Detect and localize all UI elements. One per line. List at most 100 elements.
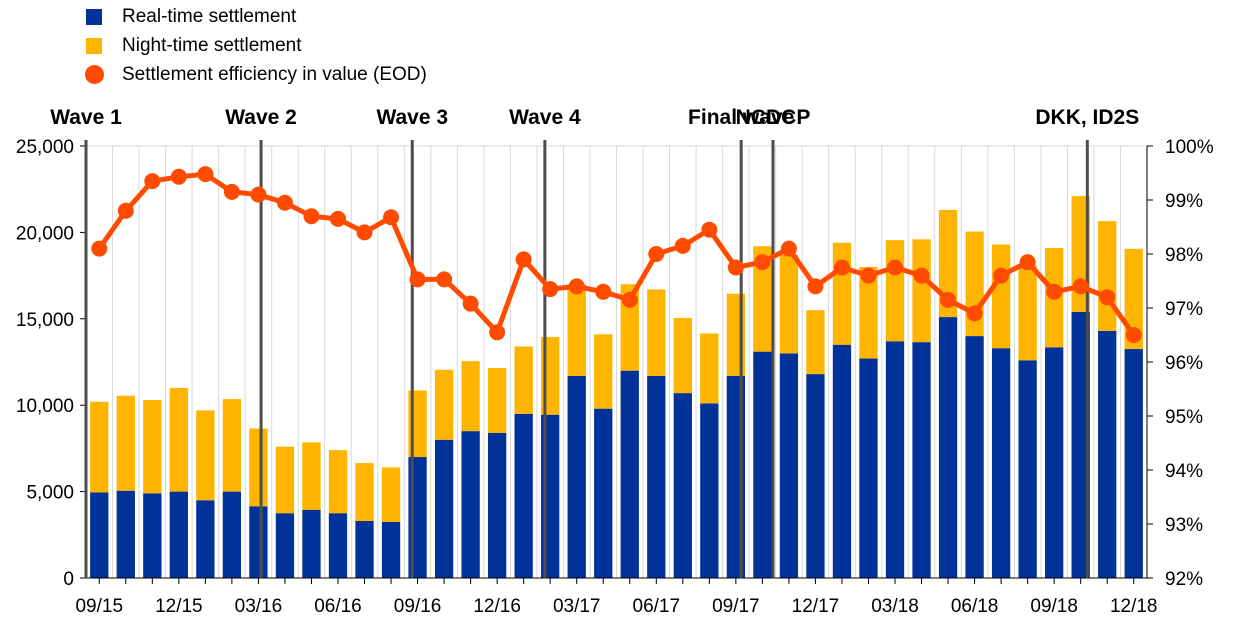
efficiency-point bbox=[1072, 278, 1089, 295]
bar-night-time bbox=[806, 310, 825, 375]
bar-real-time bbox=[328, 513, 348, 578]
event-label: Wave 2 bbox=[225, 106, 297, 129]
bar-real-time bbox=[381, 521, 401, 578]
efficiency-point bbox=[542, 281, 559, 298]
bar-real-time bbox=[567, 375, 586, 578]
bar-real-time bbox=[514, 413, 533, 578]
efficiency-point bbox=[966, 305, 983, 322]
efficiency-point bbox=[940, 291, 957, 308]
efficiency-point bbox=[223, 183, 240, 200]
bar-night-time bbox=[143, 400, 162, 494]
bar-real-time bbox=[1045, 347, 1064, 578]
x-tick-label: 12/15 bbox=[155, 596, 203, 617]
bar-real-time bbox=[487, 432, 507, 578]
efficiency-point bbox=[1099, 289, 1116, 306]
y-right-tick-label: 100% bbox=[1165, 137, 1214, 158]
y-right-tick-label: 96% bbox=[1165, 353, 1203, 374]
bar-night-time bbox=[1098, 221, 1117, 331]
y-right-tick-label: 95% bbox=[1165, 407, 1203, 428]
bar-real-time bbox=[673, 393, 692, 578]
y-left-tick-label: 15,000 bbox=[16, 310, 74, 331]
bar-night-time bbox=[779, 254, 799, 354]
bar-night-time bbox=[832, 242, 852, 345]
bar-night-time bbox=[355, 463, 374, 521]
y-right-tick-label: 93% bbox=[1165, 515, 1203, 536]
bar-night-time bbox=[991, 244, 1011, 349]
efficiency-point bbox=[1125, 327, 1142, 343]
bar-night-time bbox=[938, 209, 958, 318]
bar-real-time bbox=[196, 500, 215, 578]
efficiency-point bbox=[807, 278, 824, 295]
bar-real-time bbox=[90, 492, 109, 578]
bar-night-time bbox=[594, 334, 613, 409]
event-label: Final wave bbox=[688, 106, 794, 129]
bar-real-time bbox=[461, 431, 480, 578]
efficiency-point bbox=[648, 246, 665, 262]
chart-legend: Real-time settlement Night-time settleme… bbox=[85, 2, 427, 89]
bar-night-time bbox=[302, 442, 321, 510]
efficiency-point bbox=[462, 295, 479, 312]
x-tick-label: 03/16 bbox=[235, 596, 283, 617]
x-tick-label: 06/18 bbox=[951, 596, 999, 617]
bar-night-time bbox=[514, 346, 533, 414]
bar-night-time bbox=[196, 410, 215, 501]
x-tick-label: 09/17 bbox=[712, 596, 760, 617]
efficiency-point bbox=[621, 291, 638, 308]
y-right-tick-label: 98% bbox=[1165, 245, 1203, 266]
x-tick-label: 06/16 bbox=[314, 596, 362, 617]
efficiency-point bbox=[91, 240, 108, 257]
efficiency-point bbox=[727, 259, 744, 276]
bar-night-time bbox=[461, 361, 480, 432]
legend-label-real-time: Real-time settlement bbox=[122, 5, 297, 27]
bar-night-time bbox=[249, 428, 268, 507]
bar-night-time bbox=[885, 240, 905, 342]
bar-real-time bbox=[222, 491, 242, 578]
bar-real-time bbox=[885, 341, 905, 578]
event-label: NCDCP bbox=[736, 106, 811, 129]
bar-night-time bbox=[1018, 265, 1037, 361]
legend-swatch-real-time bbox=[86, 8, 102, 25]
bar-night-time bbox=[381, 467, 401, 522]
bar-real-time bbox=[1098, 330, 1117, 578]
efficiency-point bbox=[276, 194, 293, 211]
efficiency-point bbox=[383, 209, 400, 226]
efficiency-point bbox=[144, 173, 161, 190]
event-label: Wave 1 bbox=[50, 106, 122, 129]
y-left-tick-label: 25,000 bbox=[16, 137, 74, 158]
x-tick-label: 12/18 bbox=[1110, 596, 1158, 617]
legend-swatch-night-time bbox=[86, 37, 102, 54]
y-right-tick-label: 92% bbox=[1165, 569, 1203, 590]
bar-night-time bbox=[647, 289, 666, 376]
legend-label-night-time: Night-time settlement bbox=[122, 34, 302, 56]
bar-real-time bbox=[912, 342, 931, 578]
bar-real-time bbox=[938, 317, 958, 578]
bar-night-time bbox=[90, 401, 109, 493]
efficiency-point bbox=[250, 186, 267, 203]
bar-night-time bbox=[1124, 248, 1143, 350]
y-left-tick-label: 10,000 bbox=[16, 396, 74, 417]
efficiency-point bbox=[833, 259, 850, 276]
bar-real-time bbox=[1124, 349, 1143, 578]
x-tick-label: 06/17 bbox=[633, 596, 681, 617]
efficiency-point bbox=[489, 324, 506, 341]
efficiency-point bbox=[993, 267, 1010, 284]
x-tick-label: 12/17 bbox=[792, 596, 840, 617]
bar-real-time bbox=[1018, 360, 1037, 578]
x-tick-label: 09/18 bbox=[1030, 596, 1078, 617]
efficiency-point bbox=[117, 202, 134, 219]
bar-real-time bbox=[965, 336, 984, 578]
bar-night-time bbox=[567, 284, 586, 376]
efficiency-point bbox=[515, 251, 532, 268]
efficiency-point bbox=[303, 208, 320, 225]
legend-item-efficiency: Settlement efficiency in value (EOD) bbox=[85, 60, 427, 89]
event-label: Wave 3 bbox=[376, 106, 448, 129]
efficiency-point bbox=[595, 283, 612, 300]
y-right-tick-label: 99% bbox=[1165, 191, 1203, 212]
efficiency-point bbox=[1046, 283, 1063, 300]
bar-real-time bbox=[169, 491, 188, 578]
bar-night-time bbox=[222, 399, 242, 492]
bar-night-time bbox=[487, 368, 507, 433]
efficiency-point bbox=[913, 267, 930, 284]
bar-real-time bbox=[302, 509, 321, 578]
